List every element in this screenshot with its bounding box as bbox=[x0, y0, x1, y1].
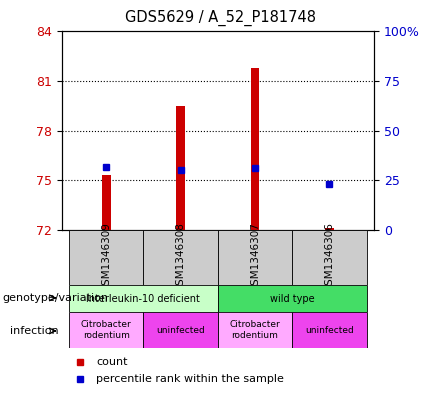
Text: count: count bbox=[96, 356, 128, 367]
Bar bbox=[325, 228, 334, 230]
Bar bbox=[69, 285, 218, 312]
Text: Citrobacter
rodentium: Citrobacter rodentium bbox=[81, 320, 132, 340]
Text: uninfected: uninfected bbox=[305, 326, 354, 334]
Text: Citrobacter
rodentium: Citrobacter rodentium bbox=[230, 320, 280, 340]
Text: infection: infection bbox=[10, 326, 59, 336]
Text: interleukin-10 deficient: interleukin-10 deficient bbox=[87, 294, 200, 304]
Text: wild type: wild type bbox=[270, 294, 315, 304]
Bar bbox=[218, 230, 292, 285]
Text: GSM1346306: GSM1346306 bbox=[324, 222, 334, 292]
Bar bbox=[102, 175, 111, 230]
Bar bbox=[218, 312, 292, 348]
Text: GSM1346309: GSM1346309 bbox=[101, 222, 111, 292]
Bar bbox=[292, 230, 367, 285]
Text: uninfected: uninfected bbox=[156, 326, 205, 334]
Bar bbox=[69, 230, 143, 285]
Bar bbox=[250, 68, 260, 230]
Text: genotype/variation: genotype/variation bbox=[2, 293, 108, 303]
Text: GDS5629 / A_52_P181748: GDS5629 / A_52_P181748 bbox=[125, 10, 315, 26]
Bar bbox=[292, 312, 367, 348]
Bar bbox=[143, 312, 218, 348]
Bar bbox=[176, 106, 185, 230]
Text: GSM1346307: GSM1346307 bbox=[250, 222, 260, 292]
Bar bbox=[143, 230, 218, 285]
Bar bbox=[69, 312, 143, 348]
Text: percentile rank within the sample: percentile rank within the sample bbox=[96, 374, 284, 384]
Text: GSM1346308: GSM1346308 bbox=[176, 222, 186, 292]
Bar bbox=[218, 285, 367, 312]
